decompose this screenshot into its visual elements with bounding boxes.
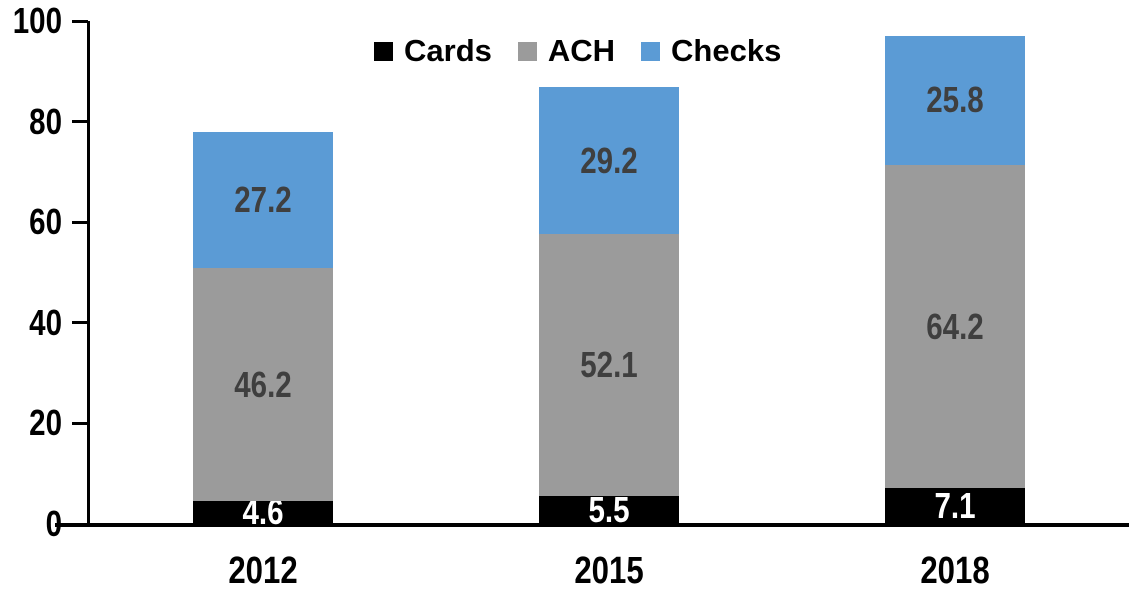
y-axis-tick [72, 421, 88, 425]
bar-value-label: 25.8 [926, 79, 984, 121]
y-axis-tick [72, 522, 88, 526]
x-axis-category-label: 2018 [920, 550, 990, 592]
bar-segment-ach-2018: 64.2 [885, 165, 1025, 489]
bar-value-label: 7.1 [934, 485, 976, 527]
y-axis-tick-label: 40 [29, 301, 63, 343]
bar-segment-cards-2015: 5.5 [539, 492, 679, 528]
y-axis-tick [72, 220, 88, 224]
legend-label: Cards [404, 33, 492, 68]
legend-marker-icon [641, 41, 661, 61]
legend-item-ach: ACH [517, 33, 616, 69]
bar-segment-checks-2018: 25.8 [885, 35, 1025, 166]
y-axis-tick-label: 0 [45, 503, 62, 544]
y-axis-tick [72, 321, 88, 325]
y-axis-tick-label: 100 [12, 0, 62, 41]
y-axis-tick [72, 120, 88, 124]
y-axis-tick-label: 60 [29, 201, 63, 243]
bar-segment-checks-2012: 27.2 [193, 131, 333, 269]
bar-segment-ach-2012: 46.2 [193, 268, 333, 501]
y-axis-tick-label: 20 [29, 402, 63, 444]
bar-value-label: 29.2 [580, 139, 638, 181]
y-axis-tick-label: 80 [29, 100, 63, 142]
bar-value-label: 64.2 [926, 305, 984, 347]
bar-value-label: 52.1 [580, 344, 638, 386]
y-axis-tick [72, 19, 88, 23]
legend-label: ACH [547, 33, 616, 68]
x-axis-category-label: 2015 [574, 550, 644, 592]
legend-label: Checks [671, 33, 782, 68]
legend-item-checks: Checks [641, 33, 781, 69]
bar-segment-ach-2015: 52.1 [539, 234, 679, 497]
bar-value-label: 27.2 [234, 179, 292, 221]
legend: Cards ACH Checks [374, 33, 781, 69]
bar-segment-checks-2015: 29.2 [539, 87, 679, 235]
bar-value-label: 5.5 [588, 489, 630, 531]
legend-marker-icon [517, 41, 537, 61]
legend-marker-icon [374, 41, 393, 61]
bar-segment-cards-2018: 7.1 [885, 488, 1025, 524]
x-axis-category-label: 2012 [228, 550, 298, 592]
legend-item-cards: Cards [374, 33, 492, 69]
bar-segment-cards-2012: 4.6 [193, 494, 333, 530]
bar-value-label: 46.2 [234, 363, 292, 405]
x-axis-line [55, 523, 1129, 527]
y-axis-line [87, 21, 90, 527]
